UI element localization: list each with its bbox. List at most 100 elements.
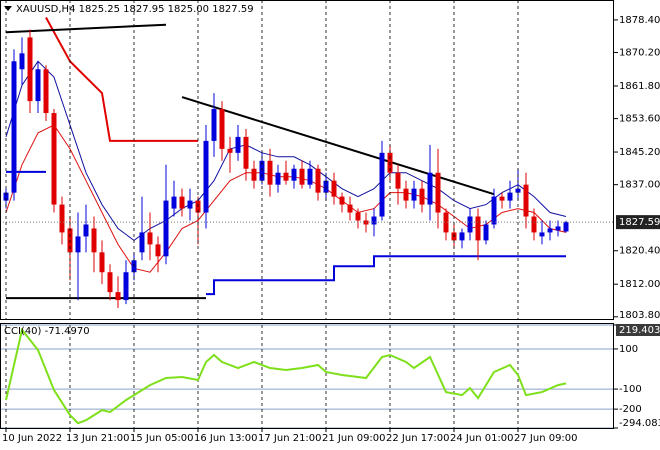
y-tick-label-box [616,324,660,336]
candle-body [299,168,305,185]
candle-body [555,226,561,231]
candle-body [379,152,385,217]
x-tick-label: 17 Jun 21:00 [258,433,322,444]
indicator-line [5,60,567,242]
candle-body [179,196,185,209]
candle-body [283,172,289,181]
candle-body [395,172,401,189]
candle-body [475,216,481,241]
chart-title: XAUUSD,H4 1825.25 1827.95 1825.00 1827.5… [16,4,254,15]
candle-body [219,109,225,149]
candle-body [459,232,465,241]
candle-body [547,228,553,233]
indicator-line [5,23,167,34]
candle-body [347,204,353,213]
y-tick-label: 1861.80 [619,81,660,92]
indicator-panel-frame [0,323,614,429]
candle-body [435,172,441,213]
y-tick-label: 1812.00 [619,279,660,290]
candle-body [115,292,121,301]
indicator-line [5,327,567,425]
x-tick-label: 10 Jun 2022 [2,433,62,444]
x-tick-label: 15 Jun 05:00 [130,433,194,444]
candle-body [307,168,313,185]
candle-body [523,184,529,217]
y-tick-label: 1878.40 [619,15,660,26]
candle-body [91,228,97,253]
candle-body [419,188,425,205]
x-tick-label: 13 Jun 21:00 [66,433,130,444]
candle-body [235,136,241,153]
y-tick-label: 100 [619,344,638,355]
candle-body [339,196,345,205]
candle-body [19,53,25,70]
indicator-title: CCI(40) -71.4970 [4,326,90,337]
header-icon [4,6,12,11]
candle-body [483,224,489,241]
candle-body [491,196,497,225]
plot-layer [0,0,614,429]
candle-body [171,196,177,209]
candle-body [51,113,57,205]
y-tick-label: 1803.80 [619,310,660,321]
candle-body [411,188,417,201]
candle-body [203,140,209,213]
y-tick-label: 1870.20 [619,48,660,59]
price-panel-frame [0,0,614,320]
current-price-box [616,215,660,230]
candle-body [251,168,257,181]
candle-body [371,216,377,225]
candle-body [427,172,433,205]
x-tick-label: 22 Jun 17:00 [386,433,450,444]
candle-body [531,216,537,233]
candle-body [443,212,449,233]
candle-body [59,204,65,233]
candle-body [155,244,161,257]
indicator-line [45,17,198,142]
candle-body [27,37,33,102]
candle-body [275,172,281,185]
candle-body [331,180,337,197]
candle-body [243,136,249,169]
candle-body [75,236,81,253]
y-tick-label: -294.0835 [619,418,660,429]
candle-body [43,69,49,114]
candle-body [291,168,297,181]
y-tick-label: 1820.40 [619,246,660,257]
y-tick-label: 1853.60 [619,114,660,125]
candle-body [163,200,169,257]
candle-body [499,196,505,201]
candle-body [107,272,113,293]
candle-body [267,160,273,185]
y-tick-label: -200 [619,404,642,415]
candle-body [3,192,9,201]
candle-body [35,69,41,102]
y-tick-label: 1837.00 [619,180,660,191]
candle-body [315,168,321,193]
candle-body [515,188,521,193]
candle-body [467,216,473,233]
current-price-label: 1827.59 [619,217,660,228]
candle-body [187,200,193,209]
x-tick-label: 27 Jun 09:00 [514,433,578,444]
indicator-line [181,96,495,196]
x-tick-label: 24 Jun 01:00 [450,433,514,444]
candle-body [123,272,129,301]
candle-body [507,192,513,201]
y-tick-label: 219.4039 [619,325,660,336]
candle-body [403,188,409,201]
y-tick-label: 1845.20 [619,147,660,158]
x-tick-label: 21 Jun 09:00 [322,433,386,444]
candle-body [83,224,89,237]
candle-body [11,61,17,193]
x-tick-label: 16 Jun 13:00 [194,433,258,444]
candle-body [539,232,545,237]
candle-body [355,212,361,221]
candle-body [139,232,145,253]
y-tick-label: -100 [619,384,642,395]
candle-body [563,222,569,232]
candle-body [211,109,217,141]
candle-body [147,232,153,245]
